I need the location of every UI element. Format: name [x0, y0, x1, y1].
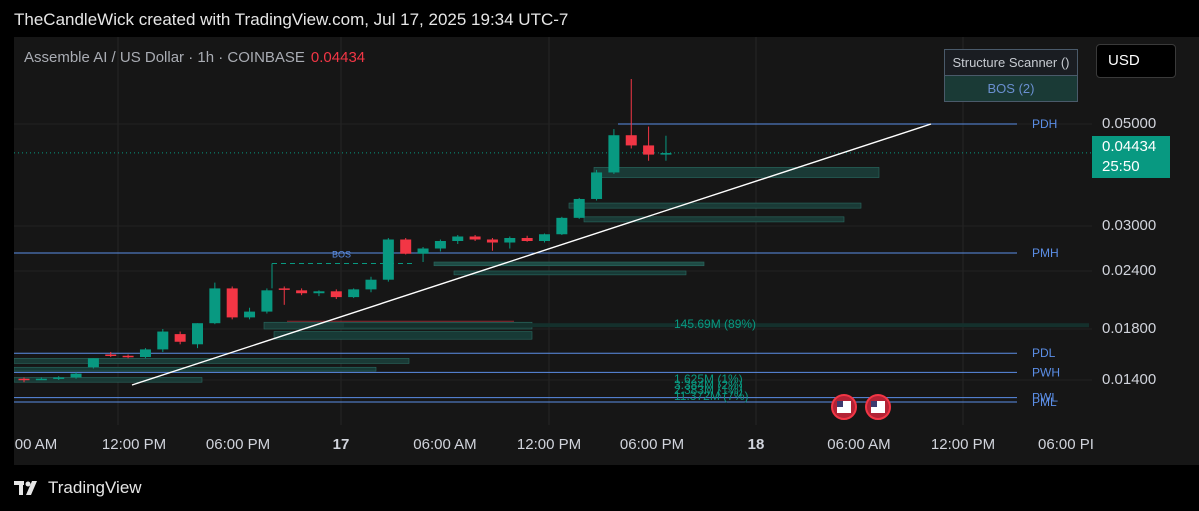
time-tick-9: 12:00 PM [930, 436, 996, 453]
candle-body-2 [53, 377, 65, 379]
candle-body-21 [382, 239, 394, 280]
liquidity-zone-9 [14, 377, 203, 383]
candle-body-26 [469, 236, 481, 240]
tradingview-branding[interactable]: TradingView [14, 478, 142, 498]
time-tick-5: 12:00 PM [516, 436, 582, 453]
candle-body-35 [625, 135, 637, 146]
scanner-bos: BOS (2) [945, 76, 1077, 101]
volume-label-3: 2.383M (1%) [674, 383, 743, 397]
us-flag-canton-1 [871, 401, 877, 407]
candle-body-24 [434, 241, 446, 249]
candle-body-5 [105, 354, 117, 356]
current-price-tag: 0.04434 25:50 [1092, 136, 1170, 178]
time-tick-2: 06:00 PM [205, 436, 271, 453]
symbol-label: Assemble AI / US Dollar · 1h · COINBASE [24, 49, 305, 66]
volume-label-4: 11.372M (7%) [674, 389, 748, 403]
liquidity-zone-8 [14, 366, 377, 372]
time-tick-8: 06:00 AM [827, 436, 891, 453]
candle-body-14 [261, 290, 273, 312]
symbol-legend[interactable]: Assemble AI / US Dollar · 1h · COINBASE 0… [24, 49, 365, 66]
candle-body-7 [139, 349, 151, 358]
liquidity-zone-0 [593, 167, 880, 178]
price-tick-0: 0.05000 [1102, 115, 1157, 132]
time-tick-0: 00 AM [14, 436, 58, 453]
candle-body-3 [70, 373, 82, 378]
candle-body-33 [591, 172, 603, 199]
us-flag-canton-0 [837, 401, 843, 407]
candle-body-6 [122, 355, 134, 358]
candle-body-15 [278, 288, 290, 290]
candle-body-31 [556, 217, 568, 235]
candle-body-23 [417, 248, 429, 254]
bar-countdown: 25:50 [1102, 158, 1140, 175]
candle-body-27 [486, 239, 498, 243]
time-tick-3: 17 [332, 436, 350, 453]
level-label-pdh: PDH [1032, 117, 1057, 131]
level-label-pml: PML [1032, 395, 1057, 409]
candle-body-29 [521, 238, 533, 241]
candle-body-19 [348, 289, 360, 298]
time-tick-6: 06:00 PM [619, 436, 685, 453]
liquidity-zone-1 [568, 202, 862, 209]
volume-label-1: 1.625M (1%) [674, 372, 743, 386]
time-tick-7: 18 [747, 436, 765, 453]
currency-button[interactable]: USD [1096, 44, 1176, 78]
candle-body-28 [504, 238, 516, 243]
scanner-title: Structure Scanner () [945, 50, 1077, 76]
candle-body-0 [18, 378, 30, 381]
price-tick-4: 0.01400 [1102, 371, 1157, 388]
candle-body-1 [35, 378, 47, 381]
legend-price: 0.04434 [310, 49, 366, 66]
liquidity-zone-2 [583, 216, 845, 223]
trend-line [131, 123, 932, 386]
structure-scanner-panel[interactable]: Structure Scanner () BOS (2) [944, 49, 1078, 102]
candle-body-20 [365, 279, 377, 290]
level-label-pdl: PDL [1032, 346, 1056, 360]
price-tick-2: 0.02400 [1102, 262, 1157, 279]
chart-header: TheCandleWick created with TradingView.c… [14, 10, 569, 29]
time-tick-4: 06:00 AM [413, 436, 477, 453]
candle-body-8 [157, 331, 169, 350]
time-tick-1: 12:00 PM [101, 436, 167, 453]
candle-body-4 [87, 358, 99, 368]
volume-label-0: 145.69M (89%) [674, 317, 756, 331]
current-price: 0.04434 [1102, 138, 1157, 155]
level-label-pwh: PWH [1032, 365, 1060, 379]
bos-label: BOS [332, 250, 351, 260]
candle-body-37 [660, 153, 672, 155]
level-label-pmh: PMH [1032, 246, 1059, 260]
chart-panel[interactable]: PDH PMH PDL PWH PWL PML BOS 145.69M (89%) 1.625M… [14, 37, 1092, 425]
candle-body-18 [330, 291, 342, 298]
liquidity-zone-6 [273, 331, 533, 340]
candle-body-17 [313, 291, 325, 294]
time-axis[interactable]: 00 AM 12:00 PM 06:00 PM 17 06:00 AM 12:00 PM 0… [14, 425, 1199, 465]
price-tick-3: 0.01800 [1102, 320, 1157, 337]
candle-body-11 [209, 288, 221, 324]
candle-body-13 [244, 311, 256, 318]
candle-body-9 [174, 334, 186, 342]
candle-body-22 [400, 239, 412, 254]
candle-body-10 [192, 323, 203, 345]
liquidity-zone-4 [453, 270, 687, 276]
candle-body-32 [573, 198, 585, 218]
level-label-pwl: PWL [1032, 391, 1058, 405]
volume-profile-band [344, 323, 1089, 328]
price-tick-1: 0.03000 [1102, 217, 1157, 234]
tradingview-logo-icon [14, 481, 37, 495]
candle-body-34 [608, 135, 620, 173]
liquidity-zone-3 [433, 261, 705, 267]
candle-body-30 [539, 234, 550, 241]
time-tick-10: 06:00 PI [1038, 436, 1094, 453]
volume-label-2: 3.384M (2%) [674, 378, 743, 392]
candle-body-25 [452, 236, 464, 241]
candle-body-36 [643, 145, 655, 155]
price-axis[interactable]: USD 0.05000 0.03000 0.02400 0.01800 0.01400 … [1092, 37, 1199, 425]
candle-body-16 [296, 290, 308, 294]
candle-body-12 [226, 288, 238, 318]
tradingview-wordmark: TradingView [48, 478, 142, 497]
